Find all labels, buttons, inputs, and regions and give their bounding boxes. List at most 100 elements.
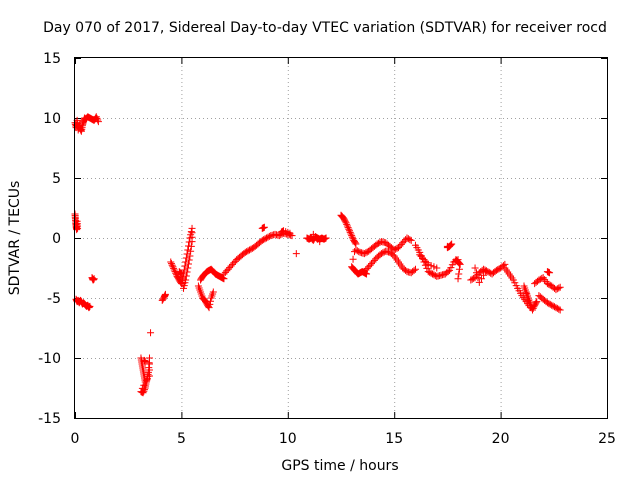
data-point [543,299,551,307]
data-point [341,217,349,225]
data-point [423,259,431,267]
data-point [243,248,251,256]
data-point [404,235,412,243]
data-point [247,245,255,253]
series-three-hour-cluster [137,329,155,397]
data-point [184,260,192,268]
data-point [482,267,490,275]
data-point [182,272,190,280]
series-eleven-hour [303,230,330,246]
data-point [397,240,405,248]
data-point [471,264,479,272]
data-point [533,298,541,306]
data-point [343,222,351,230]
data-point [205,304,213,312]
data-point [392,245,400,253]
data-point [141,386,149,394]
data-point [444,268,452,276]
data-point [264,233,272,241]
x-tick-label: 25 [598,431,616,447]
data-point [92,113,100,121]
data-point [226,264,234,272]
series-twenty-one-decline [501,264,541,314]
series-ten-hour-isolated [292,250,300,258]
data-points [71,113,564,397]
data-point [343,220,351,228]
data-point [433,264,441,272]
data-point [286,229,294,237]
data-point [529,306,537,314]
data-point [145,366,153,374]
data-point [360,250,368,258]
series-nineteen-hour [467,260,509,286]
data-point [396,242,404,250]
data-point [275,232,283,240]
data-point [188,238,196,246]
data-point [411,265,419,273]
data-point [261,235,269,243]
data-point [368,260,376,268]
data-point [424,268,432,276]
data-point [446,242,454,250]
data-point [549,302,557,310]
data-point [448,240,456,248]
data-point [221,268,229,276]
series-early-mid [88,274,98,284]
data-point [352,240,360,248]
data-point [349,255,357,263]
data-point [430,271,438,279]
data-point [454,275,462,283]
data-point [399,239,407,247]
series-thirteen-hour-drop [337,211,371,278]
data-point [346,228,354,236]
series-twenty-two-hour [531,268,564,314]
data-point [532,299,540,307]
data-point [430,263,438,271]
data-point [377,250,385,258]
y-tick-label: -10 [38,351,61,367]
x-tick-label: 20 [492,431,510,447]
data-point [258,236,266,244]
data-point [390,246,398,254]
data-point [227,262,235,270]
data-point [363,264,371,272]
data-point [177,269,185,277]
data-point [370,256,378,264]
data-point [407,236,415,244]
data-point [86,302,94,310]
y-tick-label: -5 [47,291,61,307]
data-point [365,263,373,271]
data-point [394,244,402,252]
data-point [209,288,217,296]
data-point [175,268,183,276]
data-point [93,114,101,122]
y-tick-labels: -15 -10 -5 0 5 10 15 [38,51,61,427]
plot-frame [74,57,608,419]
data-point [316,238,324,246]
data-point [556,306,564,314]
y-tick-label: -15 [38,411,61,427]
data-point [389,251,397,259]
data-point [467,276,475,284]
x-axis-label: GPS time / hours [281,458,398,474]
data-point [179,280,187,288]
data-point [141,358,149,366]
data-point [375,239,383,247]
data-point [244,247,252,255]
data-point [475,278,483,286]
data-point [373,240,381,248]
data-point [468,275,476,283]
series-early-high [71,113,102,135]
data-point [529,304,537,312]
data-point [176,268,184,276]
data-point [178,275,186,283]
data-point [260,236,268,244]
series-nine-hour-peaks [258,223,294,237]
data-point [366,261,374,269]
x-tick-label: 0 [71,431,80,447]
data-point [545,280,553,288]
data-point [355,248,363,256]
data-point [548,301,556,309]
data-point [170,266,178,274]
